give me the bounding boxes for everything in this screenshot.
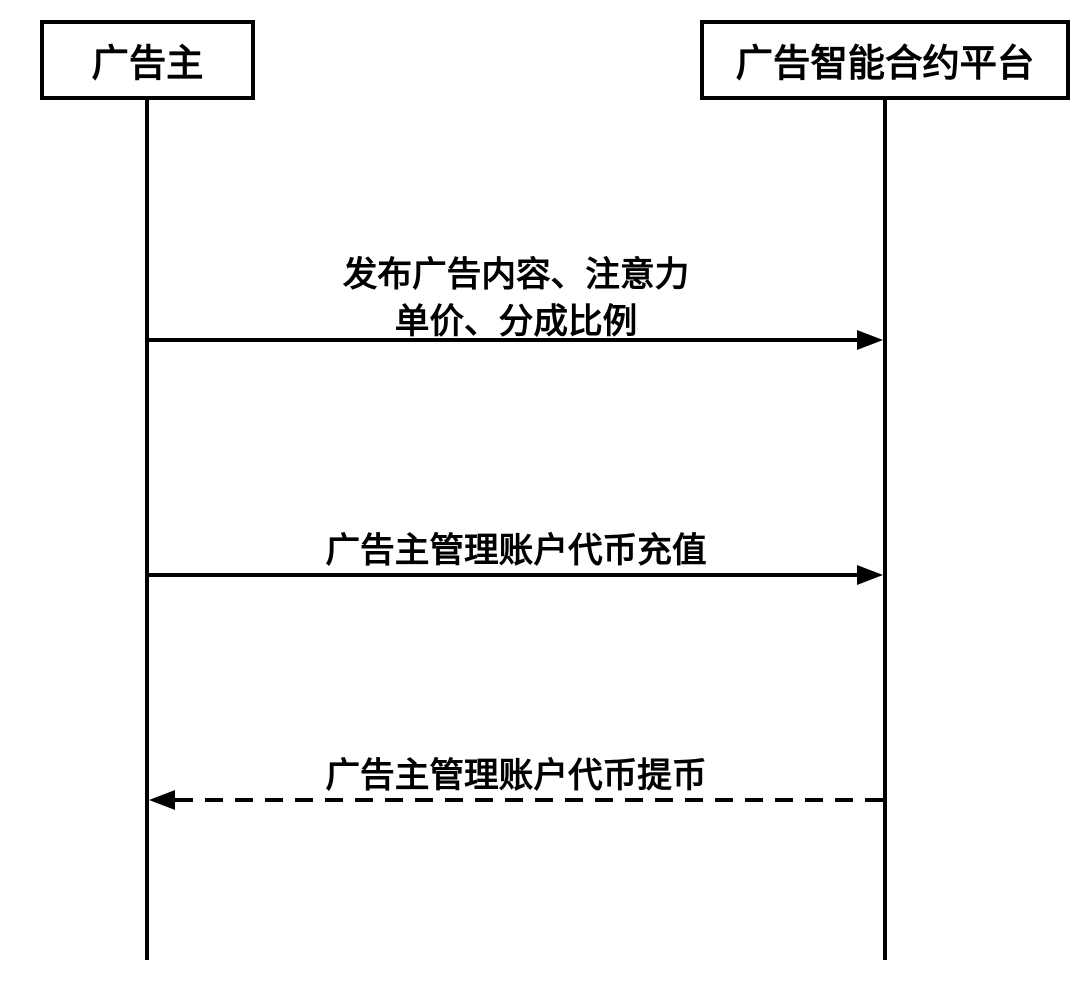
message-label-msg3: 广告主管理账户代币提币 [325, 753, 706, 800]
message-arrow-msg3 [0, 0, 1090, 984]
